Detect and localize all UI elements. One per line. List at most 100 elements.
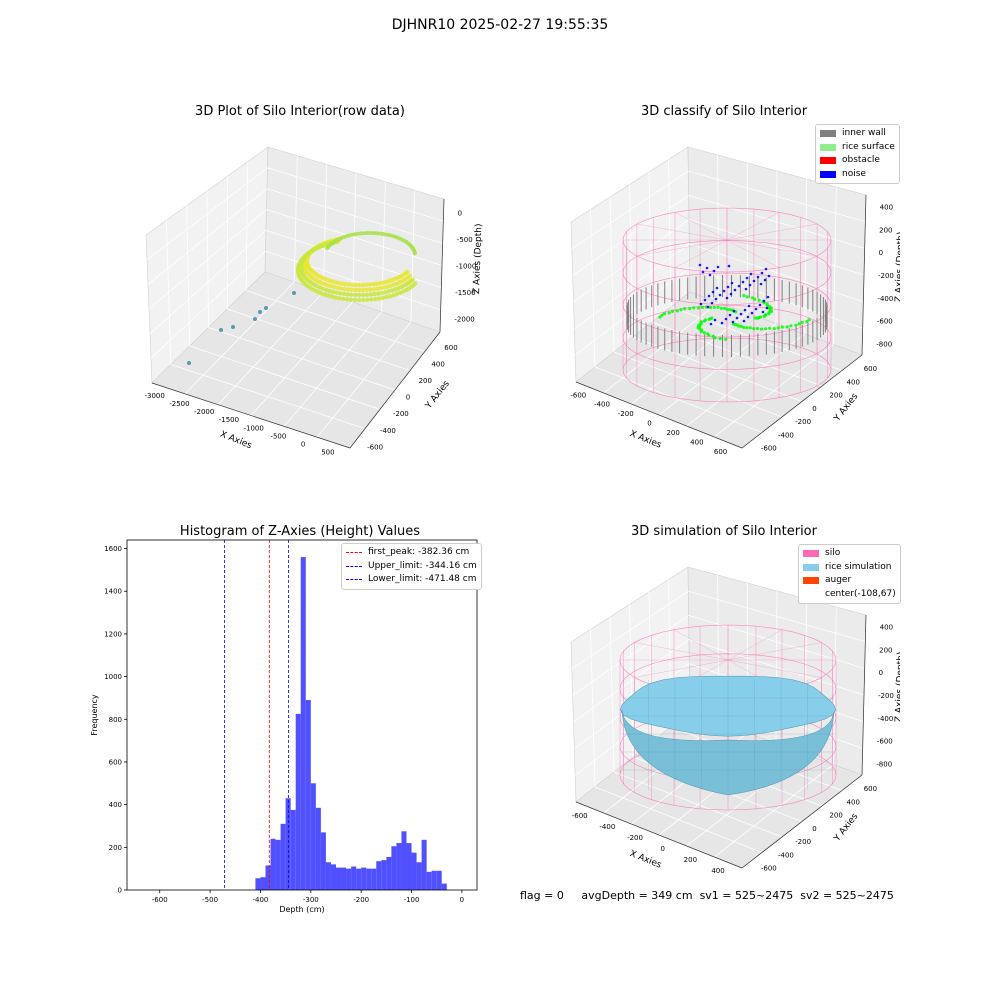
y-tick-label: 1600: [104, 545, 122, 553]
y-tick-label: 1400: [104, 588, 122, 596]
avg-depth-value: avgDepth = 349 cm: [581, 889, 693, 902]
z-tick-label: -400: [877, 295, 893, 303]
panel2-axes-box: [570, 146, 867, 449]
noise-point: [729, 292, 733, 296]
noise-point: [758, 303, 762, 307]
noise-point: [745, 276, 749, 280]
plot-frame: [126, 539, 478, 891]
legend-label: auger: [825, 575, 852, 585]
legend-item-first-peak: first_peak: -382.36 cm: [346, 546, 477, 560]
gridline: [146, 167, 444, 260]
rice-surface-point: [764, 327, 768, 331]
data-point: [348, 297, 354, 302]
y-tick-label: 600: [109, 758, 122, 766]
silo-spoke: [673, 629, 729, 661]
data-point: [368, 287, 373, 292]
z-tick-label: -800: [876, 761, 892, 769]
noise-point: [737, 284, 741, 288]
hist-bar: [431, 870, 437, 890]
rice-surface-point: [683, 307, 687, 311]
rice-surface-point: [699, 329, 704, 333]
rice-surface-point: [748, 326, 752, 330]
x-tick-label: -2500: [169, 400, 189, 408]
x-tick-label: -600: [572, 812, 588, 820]
hist-bar: [381, 860, 387, 890]
data-point: [378, 231, 383, 236]
data-point: [335, 285, 341, 291]
z-tick-label: -1000: [456, 263, 476, 271]
data-point: [341, 296, 346, 302]
outlier-point: [187, 361, 191, 365]
data-point: [386, 289, 391, 294]
z-tick-label: 400: [880, 203, 893, 211]
rice-surface-point: [699, 320, 703, 324]
noise-point: [699, 302, 703, 306]
rice-surface-point: [768, 326, 772, 330]
legend-label: inner wall: [842, 128, 886, 138]
data-point: [365, 297, 370, 302]
data-point: [338, 291, 343, 296]
noise-point: [762, 299, 766, 303]
rice-surface-point: [752, 327, 756, 331]
gridline: [246, 290, 426, 352]
data-point: [381, 232, 386, 236]
noise-point: [746, 315, 750, 319]
data-point: [381, 285, 387, 290]
y-tick-label: 400: [109, 801, 122, 809]
silo-spoke: [726, 212, 780, 241]
obstacle-swatch: [820, 157, 836, 165]
panel1-points: [187, 231, 418, 365]
silo-swatch: [803, 550, 819, 558]
rice-surface-point: [662, 312, 667, 316]
data-point: [385, 284, 390, 289]
hist-bar: [361, 867, 367, 890]
noise-point: [712, 269, 716, 273]
silo-spoke: [726, 239, 780, 268]
rice-surface-point: [776, 326, 780, 330]
noise-point: [703, 298, 707, 302]
panel1-axes-box: [145, 146, 445, 449]
first-peak-line-swatch: [346, 552, 362, 554]
noise-point: [701, 270, 705, 274]
data-point: [360, 282, 365, 288]
rice-surface-point: [760, 327, 764, 331]
silo-spoke: [726, 239, 818, 257]
outlier-point: [231, 325, 235, 329]
noise-point: [759, 282, 763, 286]
rice-surface-point: [696, 325, 700, 330]
silo-spoke: [636, 223, 728, 241]
rice-surface-point: [728, 308, 732, 312]
data-point: [384, 294, 389, 300]
gridline: [571, 590, 866, 669]
hist-bar: [416, 862, 422, 890]
z-axis-label: Z Axies (Depth): [894, 232, 900, 303]
legend-item-rice-simulation: rice simulation: [803, 561, 896, 575]
hist-bar: [421, 839, 427, 890]
data-point: [364, 287, 369, 292]
noise-point: [742, 319, 746, 323]
noise-point: [767, 274, 771, 278]
x-tick-label: -600: [570, 391, 586, 399]
rice-surface-point: [709, 306, 713, 310]
hist-bar: [351, 866, 357, 890]
panel4-rice-surface: [619, 675, 837, 796]
hist-bars: [255, 557, 447, 890]
legend-item-inner-wall: inner wall: [820, 127, 895, 141]
y-tick-label: 200: [419, 377, 432, 385]
data-point: [357, 287, 362, 293]
outlier-point: [219, 328, 223, 332]
data-point: [359, 231, 364, 236]
noise-point: [761, 310, 765, 314]
noise-point: [715, 286, 719, 290]
data-point: [391, 293, 396, 298]
rice-surface-point: [742, 294, 746, 298]
legend-label: silo: [825, 548, 841, 558]
rice-surface-point: [675, 309, 679, 313]
data-point: [412, 251, 417, 256]
hist-axes: -600 -500 -400 -300 -200 -100 0 0 200 400 600 800 10…: [90, 539, 478, 914]
data-point: [353, 282, 358, 288]
z-tick-label: -800: [876, 341, 892, 349]
y-tick-label: 200: [829, 812, 842, 820]
rice-surface-point: [750, 296, 755, 300]
data-point: [373, 296, 378, 302]
